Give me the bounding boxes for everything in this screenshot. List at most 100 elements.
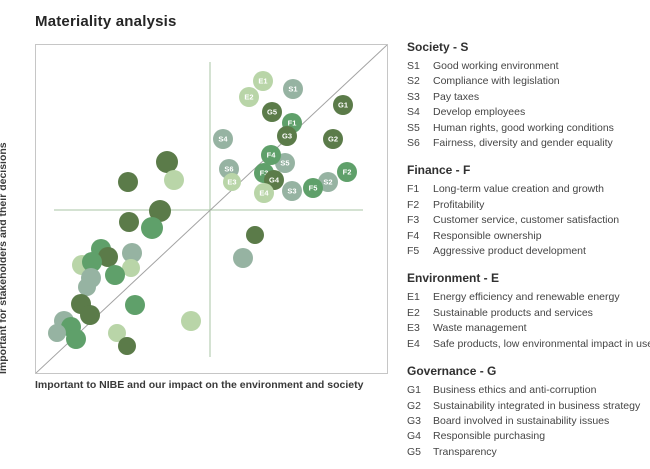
bubble-unlabeled-environment (122, 259, 140, 277)
legend-item-G3: G3 Board involved in sustainability issue… (407, 414, 647, 429)
bubble-label-S3: S3 (287, 187, 296, 196)
legend-item-label: Responsible purchasing (433, 430, 546, 443)
legend-item-label: Safe products, low environmental impact … (433, 337, 650, 350)
legend-item-G2: G2 Sustainability integrated in business … (407, 399, 647, 414)
legend-item-code: E2 (407, 306, 420, 319)
legend-section-environment: Environment - E E1 Energy efficiency and r… (407, 271, 650, 352)
legend-item-label: Fairness, diversity and gender equality (433, 137, 613, 150)
bubble-label-F2: F2 (343, 168, 352, 177)
bubble-unlabeled-governance (119, 212, 139, 232)
legend-section-society: Society - S S1 Good working environment S2 C… (407, 40, 647, 151)
legend-section-heading: Society - S (407, 40, 469, 54)
bubble-unlabeled-environment (181, 311, 201, 331)
legend-item-label: Good working environment (433, 60, 559, 72)
bubble-label-G2: G2 (328, 135, 338, 144)
bubble-G3 (277, 126, 297, 146)
bubble-S2 (318, 172, 338, 192)
legend-item-label: Human rights, good working conditions (433, 121, 614, 134)
legend-item-code: S6 (407, 137, 420, 150)
bubble-S3 (282, 181, 302, 201)
bubble-label-E1: E1 (258, 77, 267, 86)
bubble-E4 (254, 183, 274, 203)
legend-item-label: Long-term value creation and growth (433, 183, 605, 196)
bubble-E1 (253, 71, 273, 91)
legend-section-finance: Finance - F F1 Long-term value creation an… (407, 163, 647, 259)
legend-item-code: G2 (407, 399, 422, 412)
bubble-F2 (337, 162, 357, 182)
legend-item-code: F2 (407, 198, 420, 211)
legend-item-F3: F3 Customer service, customer satisfactio… (407, 213, 647, 228)
bubble-label-E2: E2 (244, 93, 253, 102)
bubble-unlabeled-governance (149, 200, 171, 222)
y-axis-label: Important for stakeholders and their dec… (0, 142, 9, 374)
bubble-label-S2: S2 (323, 178, 332, 187)
bubble-unlabeled-finance (141, 217, 163, 239)
legend-section-heading: Finance - F (407, 163, 471, 178)
bubble-label-G5: G5 (267, 108, 277, 117)
bubble-E3 (223, 173, 241, 191)
legend-item-code: S4 (407, 106, 420, 119)
scatter-plot-area: S1 E1 E2 G5 G1 F1 G3 G2 S4 S5 F4 S6 F3 F2 S2 F5 S3 E3 G4 E4 (35, 44, 388, 374)
legend-item-S2: S2 Compliance with legislation (407, 74, 647, 89)
bubble-unlabeled-society (233, 248, 253, 268)
legend-item-label: Energy efficiency and renewable energy (433, 291, 620, 304)
legend-section-governance: Governance - G G1 Business ethics and anti… (407, 364, 647, 460)
x-axis-label: Important to NIBE and our impact on the … (35, 379, 364, 391)
bubble-unlabeled-environment (164, 170, 184, 190)
legend-item-label: Develop employees (433, 106, 526, 119)
bubble-unlabeled-governance (156, 151, 178, 173)
legend-item-G5: G5 Transparency (407, 445, 647, 460)
bubble-label-S6: S6 (224, 165, 233, 174)
legend-item-label: Board involved in sustainability issues (433, 414, 610, 427)
legend-item-code: F4 (407, 229, 420, 242)
bubble-unlabeled-finance (105, 265, 125, 285)
legend-item-G4: G4 Responsible purchasing (407, 429, 647, 444)
legend-item-E3: E3 Waste management (407, 321, 647, 336)
bubble-E2 (239, 87, 259, 107)
legend-item-label: Compliance with legislation (433, 75, 560, 88)
legend-item-E1: E1 Energy efficiency and renewable energy (407, 290, 647, 305)
legend-item-G1: G1 Business ethics and anti-corruption (407, 383, 647, 398)
legend-item-F5: F5 Aggressive product development (407, 244, 647, 259)
bubble-unlabeled-governance (246, 226, 264, 244)
legend-item-label: Business ethics and anti-corruption (433, 384, 597, 397)
bubble-label-F3: F3 (260, 169, 269, 178)
bubble-unlabeled-governance (80, 305, 100, 325)
legend-item-code: G1 (407, 384, 422, 397)
bubble-unlabeled-governance (118, 337, 136, 355)
legend-item-E2: E2 Sustainable products and services (407, 306, 647, 321)
legend-item-F4: F4 Responsible ownership (407, 229, 647, 244)
bubble-unlabeled-environment (108, 324, 126, 342)
legend-item-code: S2 (407, 75, 420, 88)
legend-item-label: Sustainability integrated in business st… (433, 399, 641, 412)
bubble-S4 (213, 129, 233, 149)
legend-item-S3: S3 Pay taxes (407, 90, 647, 105)
bubble-F5 (303, 178, 323, 198)
bubble-label-S1: S1 (288, 85, 297, 94)
bubble-label-S4: S4 (218, 135, 228, 144)
legend-item-label: Responsible ownership (433, 229, 542, 242)
bubble-unlabeled-governance (118, 172, 138, 192)
legend-section-heading: Governance - G (407, 364, 497, 379)
legend-item-F2: F2 Profitability (407, 198, 647, 213)
bubble-label-F5: F5 (309, 184, 318, 193)
legend-item-code: E1 (407, 291, 420, 304)
bubble-unlabeled-society (78, 278, 96, 296)
bubble-unlabeled-finance (66, 329, 86, 349)
legend-item-code: E3 (407, 322, 420, 335)
bubble-G1 (333, 95, 353, 115)
bubble-unlabeled-governance (98, 247, 118, 267)
bubble-unlabeled-finance (82, 252, 102, 272)
legend-item-S6: S6 Fairness, diversity and gender equalit… (407, 136, 647, 151)
legend-item-label: Waste management (433, 322, 527, 335)
legend-item-code: F5 (407, 245, 420, 258)
legend-item-E4: E4 Safe products, low environmental impac… (407, 337, 650, 352)
bubble-F4 (261, 145, 281, 165)
bubble-label-F1: F1 (288, 119, 297, 128)
bubble-unlabeled-society (122, 243, 142, 263)
legend-item-code: E4 (407, 337, 420, 350)
legend-item-label: Customer service, customer satisfaction (433, 214, 620, 227)
legend-item-code: S3 (407, 90, 420, 103)
bubble-S1 (283, 79, 303, 99)
